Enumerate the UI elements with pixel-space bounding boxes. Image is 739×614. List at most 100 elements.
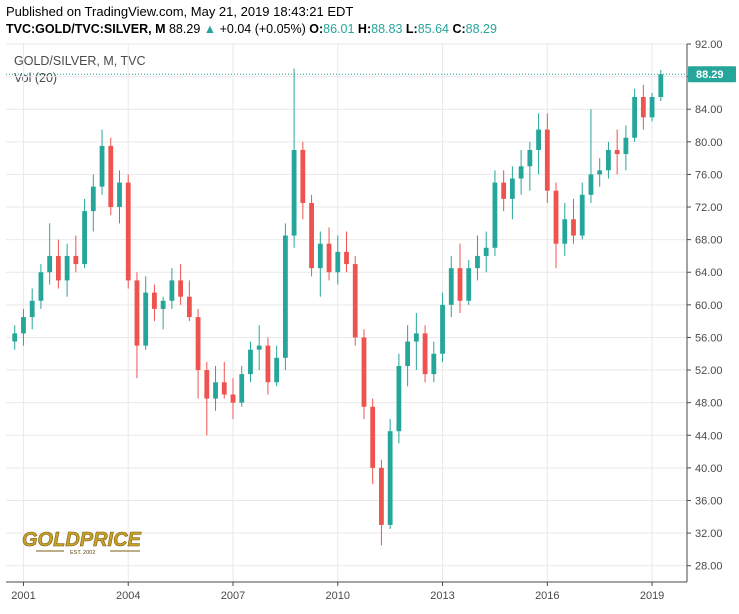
candle-body: [614, 149, 620, 155]
candle-body: [239, 374, 245, 403]
up-arrow-icon: ▲: [203, 22, 217, 36]
y-tick-label: 36.00: [695, 495, 723, 507]
candle-body: [186, 296, 192, 318]
candle-body: [108, 145, 114, 208]
candle-body: [291, 149, 297, 236]
x-tick-label: 2004: [116, 590, 140, 602]
candle-body: [300, 149, 306, 203]
change-value: +0.04 (+0.05%): [219, 22, 306, 36]
time-axis[interactable]: 2001 2004 2007 2010 2013 2016 2019: [11, 582, 664, 602]
y-tick-label: 68.00: [695, 235, 723, 247]
candle-body: [21, 317, 26, 334]
grid: [6, 43, 687, 582]
y-tick-label: 64.00: [695, 267, 723, 279]
y-tick-label: 44.00: [695, 430, 723, 442]
candles: [12, 68, 664, 546]
candle-body: [387, 431, 393, 525]
candle-body: [658, 74, 664, 97]
x-tick-label: 2019: [640, 590, 664, 602]
candle-body: [457, 268, 463, 301]
high-value: 88.83: [371, 22, 403, 36]
candle-body: [178, 280, 184, 297]
candle-body: [588, 174, 594, 195]
candle-body: [361, 337, 367, 407]
candle-body: [82, 211, 87, 265]
candle-body: [213, 382, 218, 399]
price-axis[interactable]: 28.00 32.00 36.00 40.00 44.00 48.00 52.00 56.00…: [687, 39, 723, 573]
high-label: H:: [357, 22, 372, 36]
open-label: O:: [309, 22, 324, 36]
open-value: 86.01: [323, 22, 355, 36]
y-tick-label: 80.00: [695, 137, 723, 149]
candle-body: [125, 182, 131, 281]
candle-body: [38, 272, 44, 301]
y-tick-label: 76.00: [695, 169, 723, 181]
candle-body: [221, 382, 227, 395]
candle-body: [571, 219, 576, 236]
candle-body: [579, 194, 585, 236]
candle-body: [265, 345, 271, 383]
y-tick-label: 32.00: [695, 528, 723, 540]
candle-body: [527, 149, 533, 167]
candle-body: [64, 255, 70, 281]
candle-body: [379, 467, 384, 525]
y-tick-label: 60.00: [695, 300, 723, 312]
candle-body: [169, 280, 175, 301]
candle-body: [204, 370, 210, 399]
candle-body: [405, 341, 411, 366]
candle-body: [152, 292, 157, 309]
candle-body: [55, 255, 61, 281]
x-tick-label: 2016: [535, 590, 559, 602]
candle-body: [536, 129, 541, 150]
candle-body: [47, 255, 53, 273]
last-price-value: 88.29: [168, 22, 201, 36]
candle-body: [440, 304, 445, 354]
candle-body: [544, 129, 550, 191]
close-value: 88.29: [465, 22, 497, 36]
candle-body: [466, 268, 472, 301]
candle-body: [195, 317, 201, 371]
y-tick-label: 92.00: [695, 39, 723, 51]
candle-body: [492, 182, 498, 248]
candle-body: [370, 406, 376, 468]
candle-body: [448, 268, 454, 305]
candle-body: [117, 182, 122, 208]
low-label: L:: [405, 22, 418, 36]
candle-body: [134, 280, 140, 346]
candle-body: [309, 202, 314, 269]
candle-body: [396, 365, 402, 432]
candle-body: [518, 166, 524, 179]
pair-title: GOLD/SILVER, M, TVC: [14, 54, 146, 68]
candle-body: [282, 235, 288, 358]
candle-body: [248, 349, 253, 375]
y-tick-label: 56.00: [695, 332, 723, 344]
candle-body: [90, 186, 96, 212]
candle-body: [160, 300, 166, 309]
candle-body: [230, 394, 236, 403]
candle-body: [501, 182, 507, 199]
candle-body: [352, 264, 358, 338]
candle-body: [413, 333, 419, 342]
candle-body: [12, 333, 18, 342]
candle-body: [317, 243, 323, 269]
close-label: C:: [452, 22, 466, 36]
candle-body: [29, 300, 35, 318]
candle-body: [256, 345, 262, 350]
candle-body: [99, 145, 105, 187]
candle-body: [274, 357, 280, 383]
candle-body: [553, 190, 559, 244]
candle-body: [422, 333, 428, 375]
low-value: 85.64: [417, 22, 449, 36]
symbol-label: TVC:GOLD/TVC:SILVER, M: [6, 22, 166, 36]
candle-body: [562, 219, 568, 244]
goldprice-logo-text: GOLDPRICE: [22, 529, 142, 551]
candle-body: [431, 353, 437, 375]
candle-body: [649, 96, 655, 118]
candle-body: [73, 255, 79, 265]
x-tick-label: 2013: [430, 590, 454, 602]
goldprice-logo: GOLDPRICE EST. 2002: [22, 529, 142, 556]
goldprice-logo-sub: EST. 2002: [70, 550, 95, 556]
candle-body: [509, 178, 515, 199]
symbol-ohlc-bar: TVC:GOLD/TVC:SILVER, M 88.29 ▲ +0.04 (+0…: [6, 22, 497, 36]
